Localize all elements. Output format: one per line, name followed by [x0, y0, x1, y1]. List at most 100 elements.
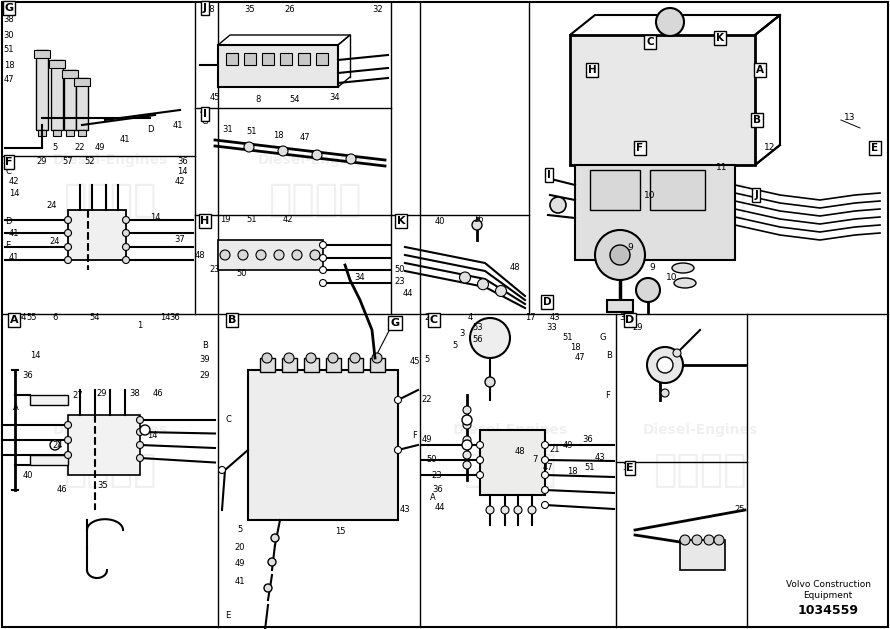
Circle shape [550, 197, 566, 213]
Circle shape [278, 146, 288, 156]
Circle shape [541, 486, 548, 494]
Bar [68, 415, 140, 475]
Text: 48: 48 [514, 447, 525, 457]
Circle shape [528, 506, 536, 514]
Text: B: B [606, 350, 612, 360]
Text: 36: 36 [178, 157, 189, 167]
Text: 33: 33 [546, 323, 557, 333]
Text: J: J [203, 3, 207, 13]
Text: C: C [646, 37, 654, 47]
Circle shape [64, 421, 71, 428]
Bar [49, 60, 65, 68]
Text: 5: 5 [452, 340, 457, 350]
Circle shape [657, 357, 673, 373]
Circle shape [647, 347, 683, 383]
Text: 54: 54 [290, 96, 300, 104]
Text: 46: 46 [57, 486, 68, 494]
Text: B: B [753, 115, 761, 125]
Circle shape [306, 353, 316, 363]
Circle shape [514, 506, 522, 514]
Text: 43: 43 [595, 454, 605, 462]
Circle shape [310, 250, 320, 260]
Circle shape [704, 535, 714, 545]
Text: 24: 24 [53, 440, 63, 450]
Bar [76, 78, 88, 130]
Text: 43: 43 [550, 313, 561, 323]
Text: 50: 50 [237, 269, 247, 279]
Text: 51: 51 [562, 333, 573, 343]
Text: 51: 51 [4, 45, 14, 55]
Bar [244, 53, 256, 65]
Bar [78, 130, 86, 136]
Text: 14: 14 [147, 430, 158, 440]
Circle shape [123, 243, 130, 250]
Text: K: K [397, 216, 405, 226]
Bar [262, 53, 274, 65]
Circle shape [462, 440, 472, 450]
Text: D: D [626, 315, 635, 325]
Text: 45: 45 [210, 92, 220, 101]
Text: 54: 54 [17, 313, 28, 323]
Text: 31: 31 [222, 126, 233, 135]
Text: 13: 13 [845, 113, 856, 123]
Circle shape [328, 353, 338, 363]
Circle shape [394, 396, 401, 403]
Circle shape [501, 506, 509, 514]
Text: Diesel-Engines: Diesel-Engines [257, 423, 373, 437]
Text: 42: 42 [9, 177, 20, 187]
Text: 柴发动力: 柴发动力 [268, 181, 361, 219]
Circle shape [476, 457, 483, 464]
Text: 18: 18 [567, 467, 578, 477]
Text: 49: 49 [235, 560, 246, 569]
Circle shape [220, 250, 230, 260]
Text: C: C [430, 315, 438, 325]
Bar [34, 50, 50, 58]
Text: F: F [636, 143, 643, 153]
Circle shape [123, 257, 130, 264]
Bar [74, 78, 90, 86]
Bar [280, 53, 292, 65]
Text: 柴发动力: 柴发动力 [268, 451, 361, 489]
Text: 26: 26 [285, 6, 295, 14]
Text: 28: 28 [205, 6, 215, 14]
Text: Volvo Construction
Equipment: Volvo Construction Equipment [786, 579, 870, 601]
Text: 36: 36 [22, 370, 34, 379]
Text: 51: 51 [247, 216, 257, 225]
Text: 柴发动力: 柴发动力 [63, 451, 157, 489]
Circle shape [136, 428, 143, 435]
Text: 36: 36 [3, 157, 13, 167]
Circle shape [320, 242, 327, 248]
Text: B: B [202, 340, 208, 350]
Text: A: A [10, 315, 19, 325]
Circle shape [268, 558, 276, 566]
Bar [53, 130, 61, 136]
Text: 4: 4 [467, 313, 473, 323]
Circle shape [462, 415, 472, 425]
Text: 56: 56 [473, 335, 483, 345]
Text: 15: 15 [335, 528, 345, 537]
Text: 43: 43 [400, 506, 410, 515]
Text: 10: 10 [644, 191, 656, 199]
Text: F: F [5, 157, 12, 167]
Text: 5: 5 [202, 216, 207, 225]
Text: K: K [716, 33, 724, 43]
Text: 3: 3 [459, 328, 465, 338]
Text: 10: 10 [667, 274, 678, 282]
Bar [68, 210, 126, 260]
Text: 49: 49 [562, 440, 573, 450]
Text: Diesel-Engines: Diesel-Engines [53, 423, 167, 437]
Text: 24: 24 [50, 238, 61, 247]
Text: 36: 36 [170, 313, 181, 323]
Bar [248, 370, 398, 520]
Text: D: D [4, 218, 12, 226]
Circle shape [136, 416, 143, 423]
Text: 29: 29 [199, 370, 210, 379]
Text: 27: 27 [73, 391, 84, 399]
Bar [62, 70, 78, 78]
Circle shape [264, 584, 272, 592]
Circle shape [64, 243, 71, 250]
Text: 32: 32 [373, 6, 384, 14]
Circle shape [136, 442, 143, 448]
Text: 34: 34 [355, 274, 365, 282]
Text: G: G [202, 118, 208, 126]
